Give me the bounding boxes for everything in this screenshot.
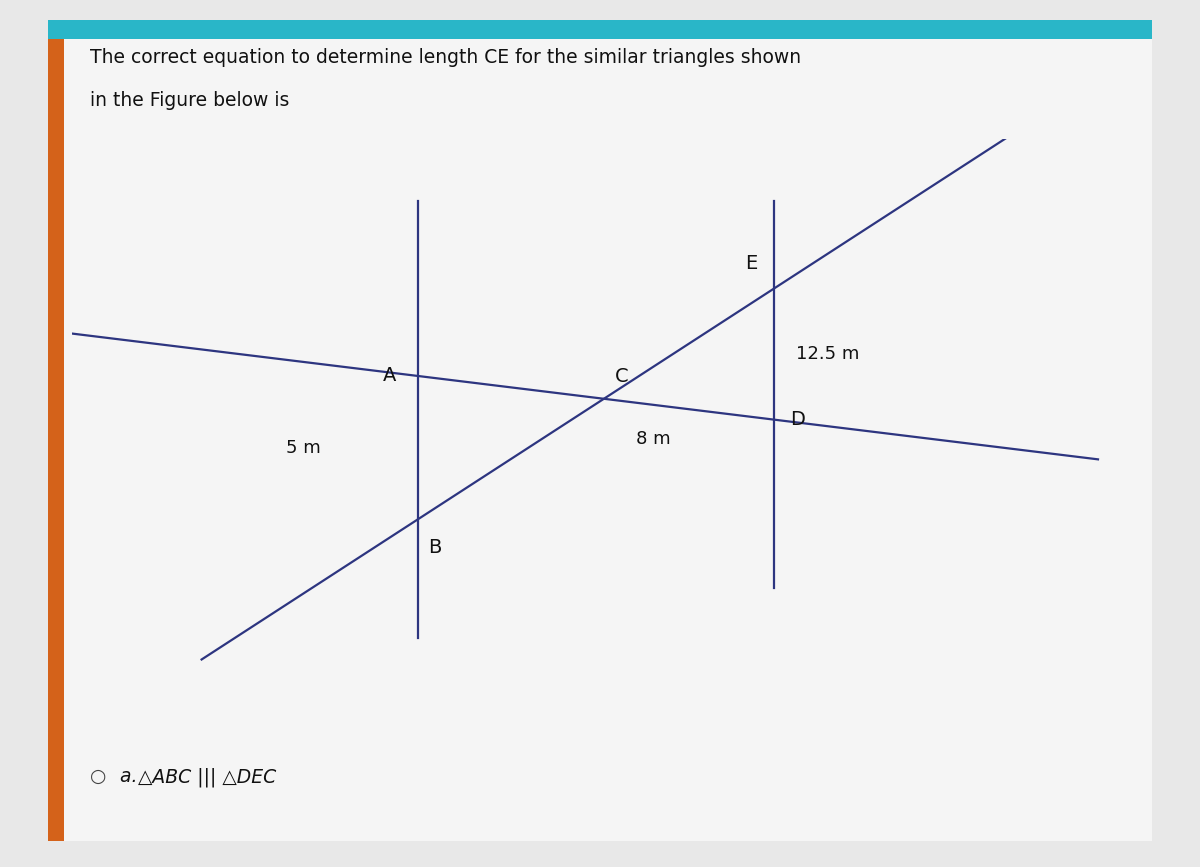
Text: B: B — [428, 538, 442, 557]
Text: C: C — [614, 368, 629, 387]
Text: E: E — [745, 254, 758, 273]
Text: 5 m: 5 m — [286, 439, 320, 457]
Text: ○: ○ — [90, 767, 107, 786]
Text: A: A — [383, 367, 396, 386]
Text: The correct equation to determine length CE for the similar triangles shown: The correct equation to determine length… — [90, 48, 802, 67]
Text: △ABC ||| △DEC: △ABC ||| △DEC — [138, 767, 276, 786]
Text: 12.5 m: 12.5 m — [796, 345, 859, 363]
Text: 8 m: 8 m — [636, 430, 671, 448]
Text: in the Figure below is: in the Figure below is — [90, 91, 289, 110]
Text: a.: a. — [120, 767, 144, 786]
Text: D: D — [791, 410, 805, 429]
